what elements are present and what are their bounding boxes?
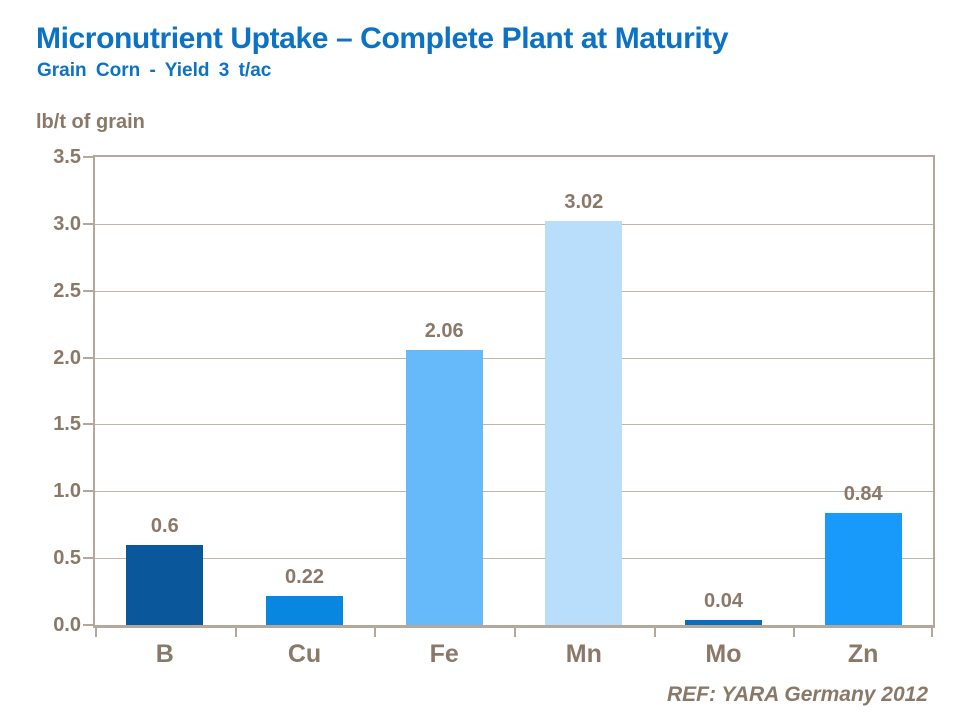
plot-area: 0.0 0.5 1.0 1.5 2.0 2.5 3.0 3.5 0.6 B 0.22 Cu 2.06 Fe…	[53, 147, 935, 667]
bar-value-Cu: 0.22	[285, 565, 324, 588]
bar-Zn	[824, 512, 902, 625]
bar-value-Zn: 0.84	[843, 482, 883, 505]
y-axis-tick	[83, 423, 93, 426]
x-axis-tick	[793, 628, 796, 637]
y-axis-tick	[83, 222, 93, 225]
y-tick-label: 2.0	[53, 346, 81, 369]
reference-text: REF: YARA Germany 2012	[666, 683, 928, 706]
y-tick-label: 3.0	[53, 212, 81, 235]
x-axis-tick	[514, 628, 516, 637]
gridline	[95, 290, 933, 292]
y-axis-tick	[83, 557, 93, 560]
y-axis-tick	[83, 156, 93, 158]
y-axis-tick	[83, 624, 93, 626]
bar-value-Mn: 3.02	[564, 191, 604, 214]
x-category-label-Cu: Cu	[287, 640, 322, 668]
y-tick-label: 0.0	[53, 614, 81, 636]
x-axis-tick	[95, 628, 97, 637]
gridline	[95, 424, 933, 426]
bar-value-Mo: 0.04	[704, 589, 743, 612]
y-tick-label: 0.5	[53, 547, 81, 570]
x-axis-tick	[234, 628, 237, 637]
x-category-label-B: B	[155, 640, 174, 668]
y-axis-title: lb/t of grain	[36, 111, 145, 133]
bar-B	[126, 544, 204, 625]
x-category-label-Mn: Mn	[565, 640, 602, 668]
x-axis-tick	[374, 628, 377, 637]
y-tick-label: 1.0	[53, 480, 81, 503]
bar-value-B: 0.6	[150, 514, 179, 537]
y-tick-label: 1.5	[53, 413, 81, 436]
x-axis-tick	[931, 628, 933, 637]
y-axis-tick	[83, 289, 93, 292]
x-category-label-Zn: Zn	[847, 640, 879, 668]
y-axis-tick	[83, 356, 93, 359]
x-axis-tick	[653, 628, 656, 637]
page-title: Micronutrient Uptake – Complete Plant at…	[36, 22, 729, 55]
bar-Mo	[685, 619, 762, 625]
gridline	[95, 223, 933, 225]
bar-Fe	[405, 349, 483, 625]
page-subtitle: Grain Corn - Yield 3 t/ac	[37, 60, 272, 81]
bar-Mn	[545, 221, 623, 625]
x-category-label-Mo: Mo	[705, 640, 742, 668]
gridline	[95, 357, 933, 359]
bar-Cu	[266, 595, 343, 625]
gridline	[95, 558, 933, 560]
y-axis-tick	[83, 490, 93, 493]
bar-value-Fe: 2.06	[424, 319, 464, 342]
y-tick-label: 3.5	[53, 146, 81, 168]
gridline	[95, 491, 933, 493]
y-tick-label: 2.5	[53, 279, 81, 302]
x-category-label-Fe: Fe	[429, 640, 459, 668]
